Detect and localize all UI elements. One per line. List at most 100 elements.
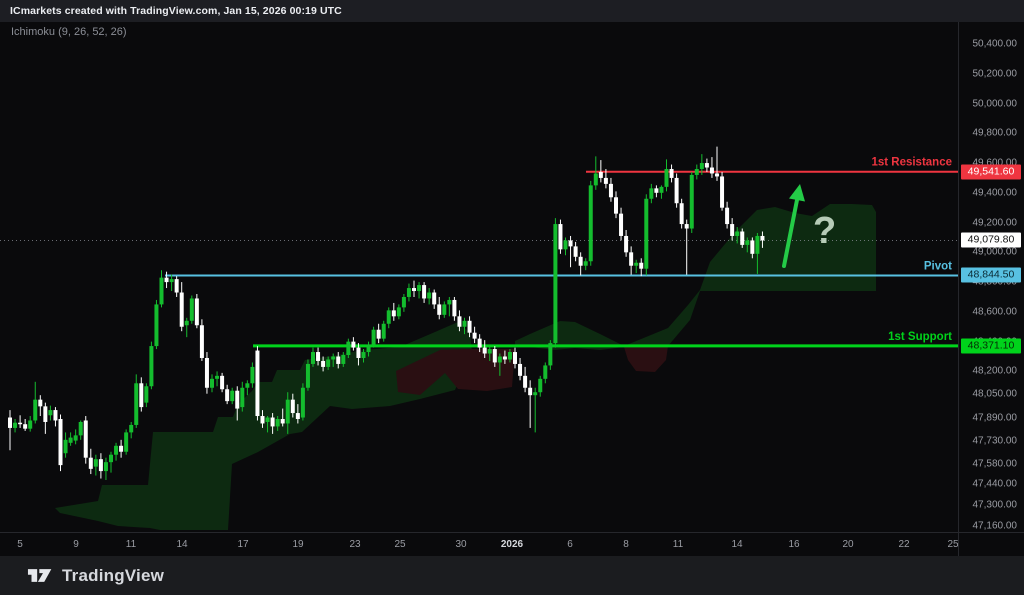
- candlestick-chart[interactable]: 1st Resistance Pivot 1st Support?: [0, 22, 958, 532]
- candle-body: [250, 366, 255, 384]
- candle-body: [513, 352, 517, 364]
- level-price-tag: 48,371.10: [961, 338, 1021, 354]
- time-tick: 2026: [500, 539, 524, 550]
- candle-body: [492, 349, 497, 363]
- candle-body: [619, 213, 624, 236]
- candle-body: [18, 422, 23, 425]
- candle-body: [114, 445, 119, 455]
- candle-body: [558, 224, 563, 250]
- candle-body: [593, 173, 598, 186]
- candle-body: [295, 413, 300, 419]
- candle-body: [43, 406, 48, 422]
- candle-body: [255, 350, 260, 417]
- candle-body: [361, 352, 366, 358]
- candle-body: [386, 310, 391, 324]
- candle-body: [351, 341, 356, 348]
- candle-body: [694, 169, 699, 175]
- top-bar: ICmarkets created with TradingView.com, …: [0, 0, 1024, 23]
- candle-body: [33, 399, 38, 421]
- candle-body: [548, 343, 553, 366]
- ichimoku-cloud-bear: [396, 349, 515, 395]
- candle-body: [88, 457, 93, 469]
- candle-body: [98, 459, 103, 472]
- time-tick: 5: [17, 539, 23, 550]
- ichimoku-cloud-bull: [55, 322, 472, 530]
- candle-body: [159, 277, 164, 305]
- candle-body: [447, 299, 452, 305]
- chart-pane[interactable]: 1st Resistance Pivot 1st Support?: [0, 22, 958, 532]
- indicator-legend[interactable]: Ichimoku (9, 26, 52, 26): [11, 26, 127, 38]
- candle-body: [154, 304, 159, 347]
- candle-body: [285, 399, 290, 424]
- tradingview-logo-text[interactable]: TradingView: [62, 565, 165, 585]
- candle-body: [649, 188, 654, 199]
- candle-body: [760, 235, 765, 241]
- candle-body: [735, 231, 740, 236]
- candle-body: [659, 186, 664, 193]
- level-label: Pivot: [924, 260, 952, 272]
- drawn-arrow-head: [789, 184, 805, 202]
- candle-body: [427, 292, 432, 299]
- candle-body: [674, 177, 679, 204]
- candle-body: [290, 399, 295, 414]
- candle-body: [755, 235, 760, 254]
- candle-body: [528, 387, 533, 396]
- candle-body: [472, 332, 477, 339]
- candle-body: [265, 417, 270, 422]
- candle-body: [639, 262, 644, 269]
- candle-body: [109, 454, 113, 463]
- candle-body: [260, 416, 265, 424]
- time-tick: 8: [623, 539, 629, 550]
- time-axis[interactable]: 5 9 11 14 17 19 23 25 30 2026 6 8 11 14 16 20 22 25: [0, 532, 959, 557]
- price-axis[interactable]: 50,400.00 50,200.00 50,000.00 49,800.00 49,6…: [958, 22, 1024, 532]
- drawn-arrow-up[interactable]: [782, 198, 799, 268]
- candle-body: [487, 349, 492, 354]
- level-price-tag: 49,541.60: [961, 164, 1021, 180]
- candle-body: [8, 417, 12, 428]
- candle-body: [134, 383, 139, 425]
- price-tick: 50,400.00: [972, 38, 1018, 50]
- candle-body: [608, 183, 613, 198]
- candle-body: [316, 352, 321, 361]
- time-tick: 11: [125, 539, 137, 550]
- candle-body: [422, 285, 427, 299]
- candle-body: [169, 279, 174, 283]
- candle-body: [406, 288, 411, 297]
- candle-body: [664, 169, 669, 187]
- candle-body: [48, 410, 53, 416]
- candle-body: [53, 410, 58, 421]
- time-tick: 25: [394, 539, 406, 550]
- ichimoku-cloud-bull: [515, 204, 876, 350]
- question-mark-annotation[interactable]: ?: [813, 210, 836, 252]
- price-tick: 48,050.00: [972, 388, 1018, 400]
- candle-body: [543, 365, 548, 379]
- candle-body: [129, 424, 134, 433]
- candle-body: [23, 424, 28, 429]
- candle-body: [245, 383, 250, 388]
- candle-body: [215, 375, 220, 379]
- price-tick: 50,200.00: [972, 68, 1018, 80]
- price-tick: 47,300.00: [972, 499, 1018, 511]
- candle-body: [321, 360, 326, 367]
- price-tick: 49,800.00: [972, 127, 1018, 139]
- candle-body: [300, 387, 305, 418]
- candle-body: [679, 203, 684, 225]
- candle-body: [563, 240, 568, 250]
- tradingview-logo-icon[interactable]: [27, 567, 53, 584]
- candle-body: [518, 363, 523, 376]
- last-price-tag: 49,079.80: [961, 232, 1021, 248]
- candle-body: [13, 422, 18, 428]
- candle-body: [740, 231, 745, 245]
- candle-body: [477, 338, 482, 348]
- candle-body: [230, 390, 235, 402]
- candle-body: [396, 307, 401, 317]
- candle-body: [341, 355, 346, 364]
- price-tick: 49,000.00: [972, 246, 1018, 258]
- candle-body: [225, 389, 230, 402]
- candle-body: [235, 390, 240, 409]
- candle-body: [326, 359, 331, 367]
- footer-bar: TradingView: [0, 556, 1024, 595]
- candle-body: [220, 375, 225, 390]
- candle-body: [210, 378, 214, 388]
- price-tick: 47,160.00: [972, 520, 1018, 532]
